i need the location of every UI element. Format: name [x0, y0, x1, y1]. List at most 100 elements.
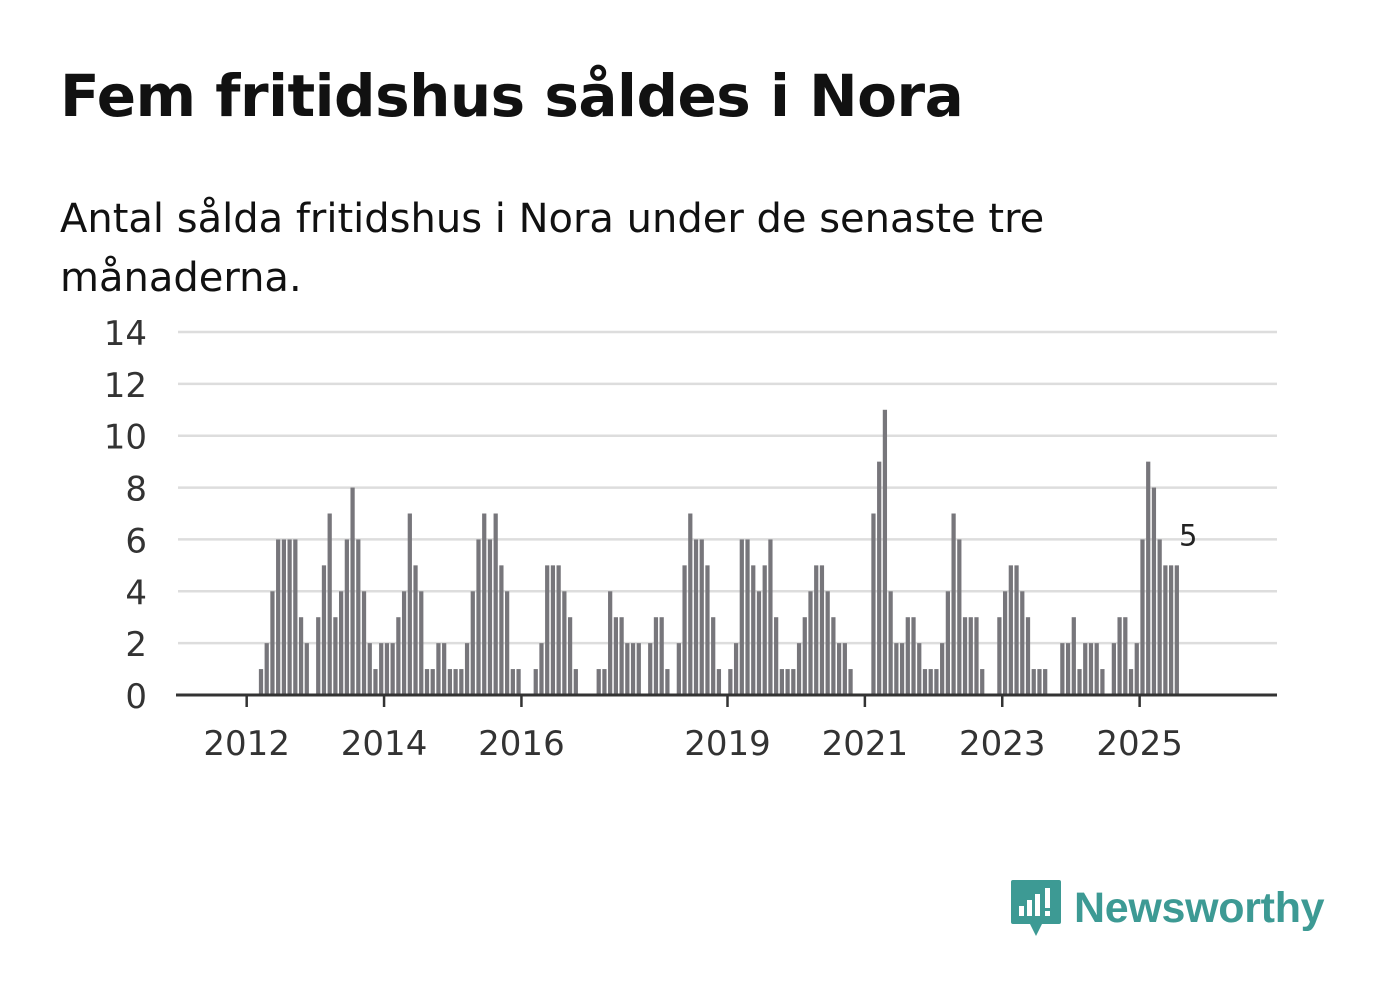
bar — [819, 565, 825, 695]
bar — [505, 591, 510, 695]
bar — [442, 643, 447, 695]
x-tick-label: 2012 — [203, 724, 290, 764]
bar — [934, 669, 939, 695]
bar — [1146, 461, 1151, 695]
bar — [1060, 643, 1065, 695]
bar — [905, 617, 910, 695]
bar — [1025, 617, 1031, 695]
bar — [911, 617, 916, 695]
bar — [974, 617, 979, 695]
chart-subtitle: Antal sålda fritidshus i Nora under de s… — [60, 196, 1045, 301]
bar — [562, 591, 567, 695]
bar — [728, 669, 733, 695]
bar — [796, 643, 802, 695]
bar — [751, 565, 756, 695]
bar — [281, 539, 287, 695]
x-tick-label: 2025 — [1096, 724, 1183, 764]
bar — [968, 617, 973, 695]
data-label-highlight: 5 — [1179, 518, 1197, 552]
bar — [962, 617, 968, 695]
bar — [1163, 565, 1168, 695]
bar — [424, 669, 430, 695]
bar — [756, 591, 762, 695]
bar — [1134, 643, 1139, 695]
bar — [453, 669, 458, 695]
x-tick-label: 2021 — [822, 724, 909, 764]
bar — [516, 669, 521, 695]
bar — [264, 643, 269, 695]
bar — [957, 539, 962, 695]
bar — [842, 643, 847, 695]
bar — [848, 669, 853, 695]
bar — [814, 565, 819, 695]
gridlines — [178, 330, 1277, 645]
bar — [573, 669, 578, 695]
bar — [659, 617, 664, 695]
bar — [871, 513, 876, 695]
bar — [711, 617, 716, 695]
bar — [682, 565, 687, 695]
y-tick-label: 0 — [125, 677, 147, 717]
bar — [653, 617, 659, 695]
bar — [287, 539, 292, 695]
bar — [940, 643, 945, 695]
y-tick-label: 4 — [125, 573, 147, 613]
bar — [545, 565, 550, 695]
bar — [367, 643, 372, 695]
bar — [419, 591, 424, 695]
bar — [321, 565, 327, 695]
bar — [882, 409, 888, 695]
bar — [894, 643, 899, 695]
y-tick-label: 12 — [104, 366, 147, 406]
bar — [1002, 591, 1008, 695]
x-tick-label: 2019 — [684, 724, 771, 764]
bar — [688, 513, 693, 695]
bar — [877, 461, 882, 695]
bar — [1065, 643, 1071, 695]
bar — [1128, 669, 1134, 695]
x-tick-label: 2014 — [341, 724, 428, 764]
y-tick-label: 6 — [125, 521, 147, 561]
bar — [447, 669, 453, 695]
data-labels: 5 — [1179, 518, 1197, 552]
bar — [533, 669, 538, 695]
bar — [487, 539, 493, 695]
bar — [836, 643, 842, 695]
bar — [401, 591, 407, 695]
bar — [693, 539, 699, 695]
y-tick-label: 2 — [125, 625, 147, 665]
bar — [1151, 487, 1157, 695]
bar — [258, 669, 264, 695]
bar — [699, 539, 704, 695]
bar — [997, 617, 1002, 695]
bar — [768, 539, 773, 695]
bar — [1083, 643, 1088, 695]
bar — [596, 669, 601, 695]
bar — [539, 643, 544, 695]
x-tick-label: 2016 — [478, 724, 565, 764]
newsworthy-logo: Newsworthy — [1010, 878, 1325, 938]
bar — [1031, 669, 1036, 695]
bar — [327, 513, 332, 695]
x-axis-tick-labels: 2012 2014 2016 2019 2021 2023 2025 — [203, 724, 1182, 764]
bar — [825, 591, 830, 695]
bar — [459, 669, 464, 695]
bar — [390, 643, 395, 695]
bar — [785, 669, 790, 695]
bar — [276, 539, 281, 695]
bar — [1020, 591, 1025, 695]
bar — [333, 617, 338, 695]
bar — [733, 643, 739, 695]
bar — [1111, 643, 1116, 695]
bar — [556, 565, 561, 695]
bar — [430, 669, 435, 695]
bar — [1043, 669, 1048, 695]
bar — [1071, 617, 1076, 695]
bar — [1100, 669, 1105, 695]
bar — [339, 591, 344, 695]
y-axis-tick-labels: 0 2 4 6 8 10 12 14 — [104, 314, 147, 717]
bar — [762, 565, 767, 695]
bar — [482, 513, 487, 695]
bar — [293, 539, 298, 695]
